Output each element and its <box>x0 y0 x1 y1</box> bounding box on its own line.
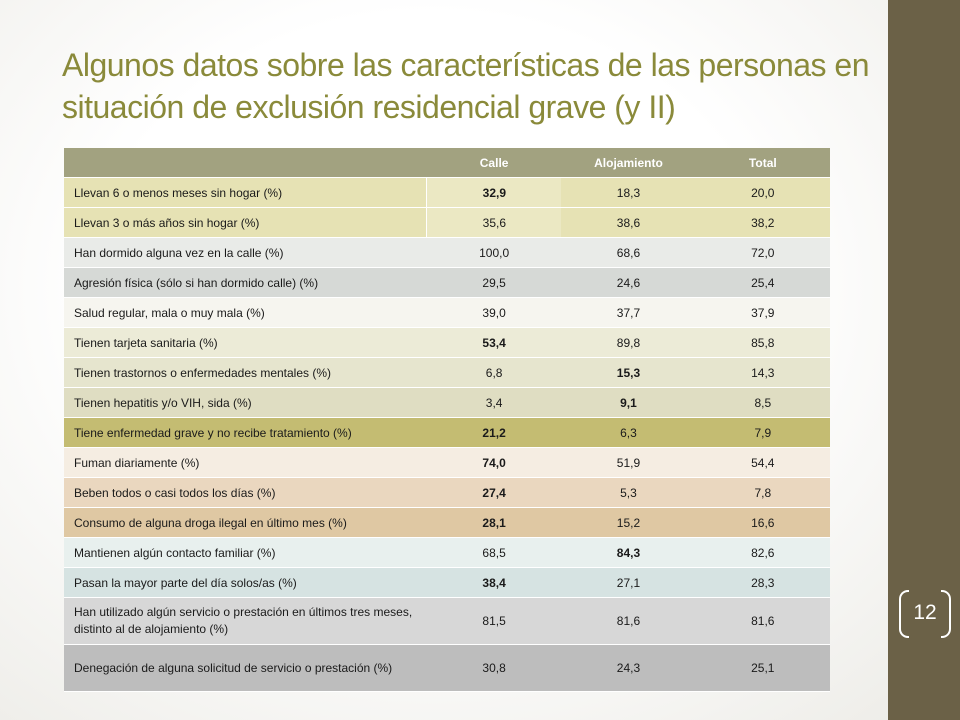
cell-alojamiento: 89,8 <box>561 327 696 358</box>
cell-calle: 74,0 <box>426 447 562 478</box>
table-row: Beben todos o casi todos los días (%) 27… <box>64 477 830 508</box>
cell-total: 82,6 <box>695 537 830 568</box>
cell-total: 28,3 <box>695 567 830 598</box>
cell-calle: 68,5 <box>426 537 562 568</box>
cell-alojamiento: 84,3 <box>561 537 696 568</box>
table-row: Llevan 3 o más años sin hogar (%) 35,6 3… <box>64 207 830 238</box>
cell-alojamiento: 37,7 <box>561 297 696 328</box>
cell-calle: 6,8 <box>426 357 562 388</box>
cell-calle: 32,9 <box>426 177 562 208</box>
row-label: Llevan 6 o menos meses sin hogar (%) <box>64 177 427 208</box>
cell-calle: 3,4 <box>426 387 562 418</box>
row-label: Agresión física (sólo si han dormido cal… <box>64 267 427 298</box>
table-row: Han utilizado algún servicio o prestació… <box>64 597 830 645</box>
cell-total: 7,9 <box>695 417 830 448</box>
table-row: Tiene enfermedad grave y no recibe trata… <box>64 417 830 448</box>
cell-total: 14,3 <box>695 357 830 388</box>
cell-total: 8,5 <box>695 387 830 418</box>
cell-alojamiento: 68,6 <box>561 237 696 268</box>
page-number: 12 <box>913 601 937 624</box>
page-number-bracket-right <box>941 590 951 638</box>
cell-alojamiento: 15,3 <box>561 357 696 388</box>
cell-total: 16,6 <box>695 507 830 538</box>
cell-alojamiento: 18,3 <box>561 177 696 208</box>
table-row: Pasan la mayor parte del día solos/as (%… <box>64 567 830 598</box>
table-row: Agresión física (sólo si han dormido cal… <box>64 267 830 298</box>
data-table: Calle Alojamiento Total Llevan 6 o menos… <box>64 148 830 692</box>
cell-calle: 21,2 <box>426 417 562 448</box>
table-row: Denegación de alguna solicitud de servic… <box>64 644 830 692</box>
row-label: Fuman diariamente (%) <box>64 447 427 478</box>
row-label: Mantienen algún contacto familiar (%) <box>64 537 427 568</box>
cell-total: 85,8 <box>695 327 830 358</box>
slide-title: Algunos datos sobre las características … <box>62 47 870 125</box>
cell-total: 20,0 <box>695 177 830 208</box>
cell-alojamiento: 27,1 <box>561 567 696 598</box>
cell-calle: 81,5 <box>426 597 562 645</box>
header-total: Total <box>695 148 830 178</box>
cell-calle: 53,4 <box>426 327 562 358</box>
header-blank <box>64 148 427 178</box>
cell-calle: 27,4 <box>426 477 562 508</box>
cell-total: 54,4 <box>695 447 830 478</box>
cell-calle: 35,6 <box>426 207 562 238</box>
cell-calle: 30,8 <box>426 644 562 692</box>
cell-total: 37,9 <box>695 297 830 328</box>
row-label: Han utilizado algún servicio o prestació… <box>64 597 427 645</box>
table-row: Tienen tarjeta sanitaria (%) 53,4 89,8 8… <box>64 327 830 358</box>
cell-total: 81,6 <box>695 597 830 645</box>
cell-total: 25,1 <box>695 644 830 692</box>
row-label: Denegación de alguna solicitud de servic… <box>64 644 427 692</box>
cell-total: 38,2 <box>695 207 830 238</box>
row-label: Pasan la mayor parte del día solos/as (%… <box>64 567 427 598</box>
cell-calle: 38,4 <box>426 567 562 598</box>
table-row: Tienen hepatitis y/o VIH, sida (%) 3,4 9… <box>64 387 830 418</box>
cell-total: 72,0 <box>695 237 830 268</box>
table-header-row: Calle Alojamiento Total <box>64 148 830 178</box>
cell-alojamiento: 5,3 <box>561 477 696 508</box>
row-label: Consumo de alguna droga ilegal en último… <box>64 507 427 538</box>
cell-alojamiento: 81,6 <box>561 597 696 645</box>
cell-total: 7,8 <box>695 477 830 508</box>
table-row: Consumo de alguna droga ilegal en último… <box>64 507 830 538</box>
cell-calle: 28,1 <box>426 507 562 538</box>
row-label: Han dormido alguna vez en la calle (%) <box>64 237 427 268</box>
row-label: Llevan 3 o más años sin hogar (%) <box>64 207 427 238</box>
row-label: Salud regular, mala o muy mala (%) <box>64 297 427 328</box>
header-alojamiento: Alojamiento <box>561 148 696 178</box>
table-row: Tienen trastornos o enfermedades mentale… <box>64 357 830 388</box>
cell-alojamiento: 38,6 <box>561 207 696 238</box>
row-label: Tiene enfermedad grave y no recibe trata… <box>64 417 427 448</box>
cell-total: 25,4 <box>695 267 830 298</box>
table-row: Mantienen algún contacto familiar (%) 68… <box>64 537 830 568</box>
row-label: Tienen trastornos o enfermedades mentale… <box>64 357 427 388</box>
table-row: Salud regular, mala o muy mala (%) 39,0 … <box>64 297 830 328</box>
cell-alojamiento: 6,3 <box>561 417 696 448</box>
cell-calle: 100,0 <box>426 237 562 268</box>
row-label: Tienen tarjeta sanitaria (%) <box>64 327 427 358</box>
cell-alojamiento: 9,1 <box>561 387 696 418</box>
cell-calle: 39,0 <box>426 297 562 328</box>
cell-calle: 29,5 <box>426 267 562 298</box>
cell-alojamiento: 15,2 <box>561 507 696 538</box>
header-calle: Calle <box>426 148 562 178</box>
page-number-bracket-left <box>899 590 909 638</box>
cell-alojamiento: 24,6 <box>561 267 696 298</box>
table-row: Han dormido alguna vez en la calle (%) 1… <box>64 237 830 268</box>
row-label: Tienen hepatitis y/o VIH, sida (%) <box>64 387 427 418</box>
table-row: Fuman diariamente (%) 74,0 51,9 54,4 <box>64 447 830 478</box>
row-label: Beben todos o casi todos los días (%) <box>64 477 427 508</box>
cell-alojamiento: 24,3 <box>561 644 696 692</box>
table-row: Llevan 6 o menos meses sin hogar (%) 32,… <box>64 177 830 208</box>
cell-alojamiento: 51,9 <box>561 447 696 478</box>
